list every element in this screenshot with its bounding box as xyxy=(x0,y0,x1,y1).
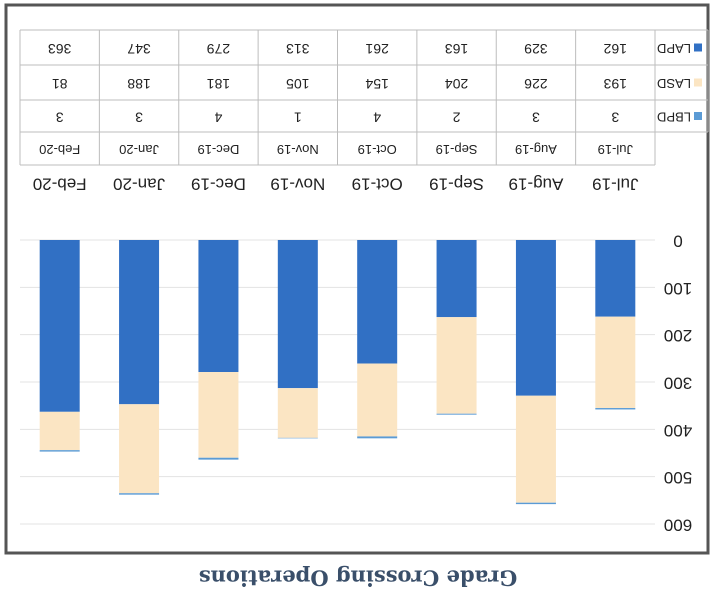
table-header: Dec-19 xyxy=(197,142,239,157)
x-tick-label: Aug-19 xyxy=(509,175,564,194)
table-cell: 3 xyxy=(532,109,540,125)
legend-swatch xyxy=(694,78,702,87)
bar-segment xyxy=(357,436,398,439)
x-tick-label: Nov-19 xyxy=(270,175,325,194)
table-cell: 3 xyxy=(135,109,143,125)
y-tick-label: 300 xyxy=(664,374,692,393)
bar-segment xyxy=(277,240,318,389)
table-header: Sep-19 xyxy=(436,142,478,157)
table-cell: 363 xyxy=(48,41,72,57)
bar-segment xyxy=(39,411,80,451)
table-cell: 279 xyxy=(207,41,231,57)
table-cell: 193 xyxy=(603,76,627,92)
bar-segment xyxy=(515,395,556,503)
bar-segment xyxy=(436,317,477,414)
table-cell: 329 xyxy=(524,41,548,57)
legend-swatch xyxy=(694,112,702,120)
bar-segment xyxy=(39,450,80,452)
bar-segment xyxy=(436,413,477,415)
table-cell: 204 xyxy=(445,76,469,92)
table-cell: 313 xyxy=(286,41,310,57)
bar-segment xyxy=(39,240,80,412)
legend-label: LBPD xyxy=(657,110,691,125)
bar-segment xyxy=(515,240,556,396)
table-cell: 3 xyxy=(56,109,64,125)
bar-segment xyxy=(436,240,477,318)
y-tick-label: 400 xyxy=(664,421,692,440)
x-tick-label: Jan-20 xyxy=(113,175,165,194)
bar-segment xyxy=(119,240,160,405)
bar-segment xyxy=(277,388,318,438)
bar-segment xyxy=(357,363,398,437)
table-cell: 2 xyxy=(452,109,460,125)
y-tick-label: 500 xyxy=(664,468,692,487)
bar-segment xyxy=(515,502,556,505)
x-tick-label: Sep-19 xyxy=(429,175,484,194)
table-header: Jul-19 xyxy=(598,142,633,157)
table-cell: 188 xyxy=(127,76,151,92)
table-cell: 81 xyxy=(52,76,68,92)
x-tick-label: Jul-19 xyxy=(592,175,638,194)
table-cell: 261 xyxy=(365,41,389,57)
table-cell: 163 xyxy=(445,41,469,57)
table-cell: 347 xyxy=(127,41,151,57)
table-cell: 162 xyxy=(603,41,627,57)
table-header: Aug-19 xyxy=(515,142,557,157)
table-header: Nov-19 xyxy=(277,142,319,157)
bar-segment xyxy=(198,240,239,373)
bar-segment xyxy=(595,316,636,409)
table-cell: 105 xyxy=(286,76,310,92)
y-tick-label: 200 xyxy=(664,326,692,345)
x-tick-label: Dec-19 xyxy=(191,175,246,194)
table-cell: 154 xyxy=(365,76,389,92)
legend-swatch xyxy=(694,43,702,52)
y-tick-label: 0 xyxy=(673,232,682,251)
table-cell: 181 xyxy=(207,76,231,92)
table-cell: 4 xyxy=(373,109,381,125)
table-header: Oct-19 xyxy=(358,142,397,157)
chart-title: Grade Crossing Operations xyxy=(199,566,517,591)
legend-label: LAPD xyxy=(657,41,691,56)
bar-segment xyxy=(119,493,160,495)
table-cell: 1 xyxy=(294,109,302,125)
table-header: Feb-20 xyxy=(39,142,80,157)
x-tick-label: Feb-20 xyxy=(33,175,87,194)
y-tick-label: 600 xyxy=(664,516,692,535)
table-header: Jan-20 xyxy=(119,142,159,157)
bar-segment xyxy=(595,408,636,410)
table-cell: 226 xyxy=(524,76,548,92)
y-tick-label: 100 xyxy=(664,279,692,298)
table-cell: 4 xyxy=(214,109,222,125)
bar-segment xyxy=(357,240,398,364)
x-tick-label: Oct-19 xyxy=(352,175,403,194)
table-cell: 3 xyxy=(611,109,619,125)
legend-label: LASD xyxy=(657,76,691,91)
bar-segment xyxy=(595,240,636,317)
bar-segment xyxy=(198,372,239,458)
bar-segment xyxy=(198,457,239,460)
bar-segment xyxy=(119,404,160,494)
